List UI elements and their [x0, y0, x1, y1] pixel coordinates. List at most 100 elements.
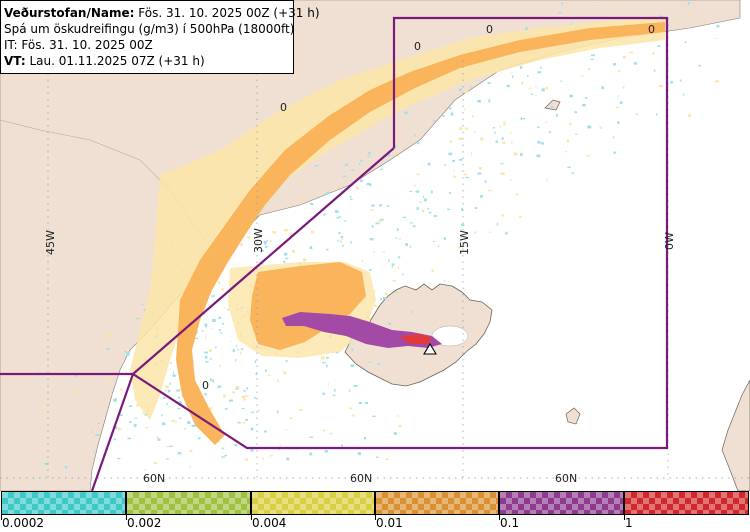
- ash-speckle: [267, 374, 271, 376]
- ash-speckle: [177, 396, 181, 399]
- ash-speckle: [250, 448, 254, 452]
- ash-speckle: [326, 455, 328, 457]
- ash-speckle: [550, 106, 555, 108]
- ash-speckle: [240, 348, 244, 350]
- ash-speckle: [695, 21, 699, 24]
- ash-speckle: [156, 436, 159, 440]
- ash-speckle: [484, 180, 487, 183]
- ash-speckle: [370, 354, 373, 357]
- ash-speckle: [218, 329, 222, 331]
- ash-speckle: [344, 163, 348, 166]
- ash-speckle: [291, 249, 295, 253]
- ash-speckle: [338, 231, 341, 234]
- office-label: Veðurstofan/Name:: [4, 6, 135, 20]
- ash-speckle: [91, 431, 93, 433]
- ash-speckle: [371, 225, 374, 228]
- legend-swatch-0: [1, 491, 126, 515]
- ash-speckle: [571, 172, 575, 174]
- ash-speckle: [358, 401, 362, 405]
- ash-speckle: [397, 256, 401, 259]
- ash-speckle: [263, 240, 268, 244]
- ash-speckle: [357, 452, 361, 456]
- ash-speckle: [360, 159, 363, 162]
- ash-speckle: [340, 235, 344, 238]
- ash-speckle: [419, 201, 422, 204]
- ash-speckle: [368, 361, 372, 363]
- ash-speckle: [350, 198, 353, 200]
- ash-speckle: [682, 93, 685, 96]
- ash-speckle: [237, 421, 241, 424]
- ash-speckle: [342, 175, 347, 177]
- ash-speckle: [494, 131, 496, 134]
- ash-speckle: [169, 382, 171, 385]
- ash-speckle: [269, 455, 274, 457]
- ash-speckle: [470, 85, 473, 88]
- ash-speckle: [212, 319, 216, 322]
- ash-speckle: [42, 404, 46, 408]
- ash-speckle: [448, 192, 451, 194]
- ash-speckle: [569, 94, 573, 98]
- ash-speckle: [444, 164, 446, 166]
- ash-speckle: [117, 427, 121, 431]
- ash-speckle: [243, 398, 246, 401]
- ash-speckle: [423, 198, 427, 202]
- ash-speckle: [536, 154, 541, 158]
- ash-speckle: [341, 238, 344, 240]
- ash-speckle: [396, 415, 399, 417]
- ash-speckle: [166, 458, 169, 460]
- ash-speckle: [166, 403, 168, 406]
- ash-speckle: [211, 295, 213, 297]
- ash-speckle: [350, 241, 352, 244]
- ash-speckle: [289, 417, 293, 419]
- info-line-1: Veðurstofan/Name: Fös. 31. 10. 2025 00Z …: [4, 5, 320, 21]
- jan-mayen-island: [544, 99, 561, 111]
- ash-speckle: [359, 179, 363, 183]
- ash-speckle: [545, 121, 547, 123]
- ash-speckle: [687, 114, 692, 117]
- ash-speckle: [171, 419, 175, 422]
- info-line-4: VT: Lau. 01.11.2025 07Z (+31 h): [4, 53, 289, 69]
- ash-speckle: [277, 410, 279, 414]
- ash-speckle: [135, 316, 139, 319]
- ash-speckle: [510, 71, 513, 73]
- ash-speckle: [232, 391, 236, 394]
- ash-speckle: [474, 231, 477, 234]
- ash-speckle: [657, 45, 661, 47]
- legend-tick: [251, 515, 252, 520]
- ash-speckle: [501, 214, 505, 217]
- ash-speckle: [327, 383, 330, 385]
- ash-speckle: [119, 414, 123, 416]
- ash-speckle: [285, 257, 289, 260]
- ash-speckle: [235, 385, 240, 389]
- ash-speckle: [378, 219, 383, 223]
- ash-speckle: [395, 290, 398, 294]
- legend-label: 0.1: [500, 516, 520, 530]
- ash-speckle: [205, 325, 207, 328]
- ash-speckle: [375, 222, 380, 225]
- ash-speckle: [164, 389, 167, 392]
- ash-speckle: [613, 151, 616, 154]
- ash-speckle: [322, 429, 325, 432]
- ash-speckle: [326, 191, 330, 195]
- ash-speckle: [715, 37, 717, 39]
- ash-speckle: [397, 154, 400, 158]
- ash-speckle: [461, 207, 463, 211]
- ash-speckle: [326, 357, 329, 359]
- ash-speckle: [574, 111, 578, 114]
- ash-speckle: [254, 397, 257, 399]
- legend-label: 0.0002: [2, 516, 44, 530]
- ash-speckle: [659, 85, 663, 88]
- ash-speckle: [172, 374, 176, 377]
- ash-speckle: [349, 195, 352, 198]
- ash-speckle: [178, 417, 182, 419]
- lon-label-45w: 45W: [44, 230, 57, 255]
- ash-speckle: [163, 396, 166, 399]
- ash-speckle: [374, 304, 377, 307]
- ash-speckle: [218, 281, 220, 284]
- legend-swatch-2: [251, 491, 375, 515]
- ash-speckle: [224, 408, 228, 410]
- ash-speckle: [244, 458, 248, 461]
- legend-tick: [375, 515, 376, 520]
- ash-speckle: [176, 389, 180, 392]
